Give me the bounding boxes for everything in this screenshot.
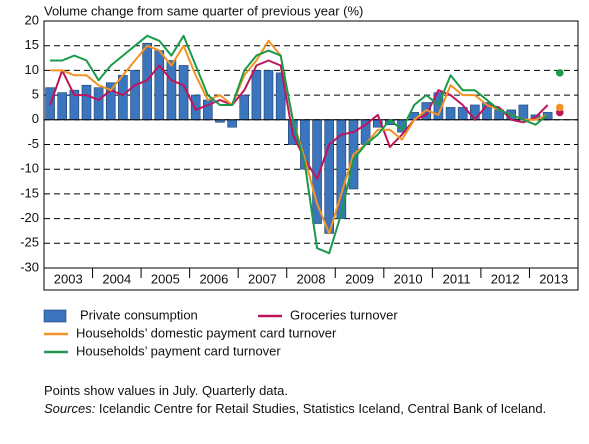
x-tick-label: 2005 — [151, 271, 180, 286]
bar — [166, 60, 177, 121]
chart: Volume change from same quarter of previ… — [20, 3, 579, 358]
y-tick-label: -20 — [20, 210, 39, 225]
x-tick-label: 2012 — [491, 271, 520, 286]
legend-swatch — [43, 309, 67, 323]
legend-label: Private consumption — [80, 307, 198, 322]
bar — [227, 119, 237, 128]
x-tick-label: 2010 — [394, 271, 423, 286]
bar — [239, 94, 250, 121]
bar — [324, 119, 335, 234]
sources: Sources: Icelandic Centre for Retail Stu… — [44, 400, 589, 418]
line-series — [50, 39, 549, 235]
july-point — [555, 69, 564, 77]
y-tick-label: 15 — [25, 37, 39, 52]
y-tick-label: 20 — [25, 12, 39, 27]
bar — [81, 84, 92, 121]
line-series — [50, 34, 549, 255]
y-tick-label: -30 — [20, 259, 39, 274]
y-tick-label: 10 — [25, 62, 39, 77]
chart-title: Volume change from same quarter of previ… — [44, 3, 363, 18]
x-tick-label: 2013 — [539, 271, 568, 286]
bar — [190, 94, 201, 121]
x-tick-label: 2007 — [248, 271, 277, 286]
x-tick-label: 2004 — [102, 271, 131, 286]
bar — [118, 75, 128, 121]
july-point — [555, 103, 564, 112]
legend-label: Households’ domestic payment card turnov… — [76, 325, 337, 340]
line-series — [49, 59, 549, 181]
legend-label: Groceries turnover — [290, 307, 398, 322]
x-tick-label: 2011 — [443, 271, 471, 286]
y-tick-label: 5 — [32, 87, 39, 102]
y-tick-label: -10 — [20, 161, 39, 176]
legend-label: Households’ payment card turnover — [76, 343, 281, 358]
bar — [93, 87, 104, 121]
sources-label: Sources: — [44, 401, 96, 416]
bar — [154, 50, 165, 121]
y-tick-label: -5 — [27, 136, 39, 151]
bar — [130, 70, 140, 121]
x-tick-label: 2009 — [345, 271, 374, 286]
x-tick-label: 2006 — [199, 271, 228, 286]
notes: Points show values in July. Quarterly da… — [44, 383, 288, 398]
bar — [263, 70, 274, 121]
bar — [57, 92, 68, 121]
bar — [251, 70, 262, 121]
y-tick-label: 0 — [32, 111, 39, 126]
y-tick-label: -15 — [20, 185, 39, 200]
sources-text: Icelandic Centre for Retail Studies, Sta… — [95, 401, 547, 416]
bar — [445, 107, 456, 121]
x-axis-frame — [43, 267, 579, 291]
x-tick-label: 2003 — [54, 271, 83, 286]
x-tick-label: 2008 — [297, 271, 326, 286]
y-tick-label: -25 — [20, 235, 39, 250]
